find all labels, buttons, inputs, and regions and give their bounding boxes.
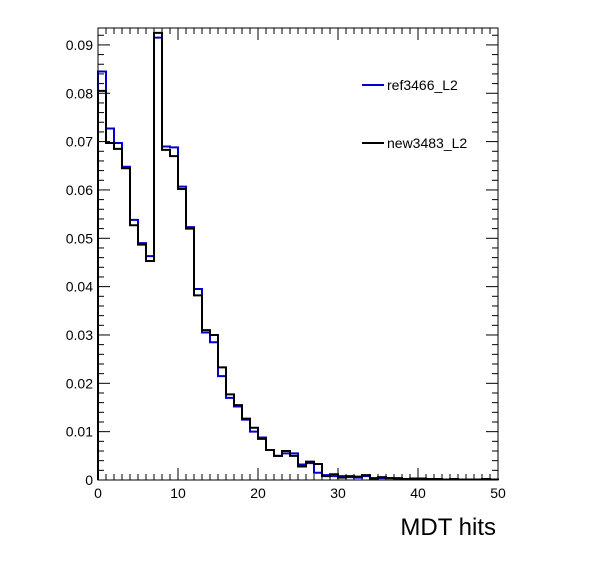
y-tick-label: 0.02 <box>66 375 93 391</box>
x-tick-label: 20 <box>250 485 266 501</box>
y-tick-label: 0.01 <box>66 424 93 440</box>
y-tick-label: 0.04 <box>66 279 93 295</box>
series-new3483-l2 <box>97 31 499 481</box>
x-tick-label: 50 <box>490 485 506 501</box>
y-tick-label: 0.03 <box>66 327 93 343</box>
tick-labels: 0 10 20 30 40 50 0 0.01 0.02 0.03 0.04 0.05 0.06 0.07… <box>66 37 506 501</box>
y-tick-label: 0.05 <box>66 230 93 246</box>
legend-box <box>358 62 484 166</box>
legend: ref3466_L2 new3483_L2 <box>358 62 484 166</box>
y-tick-label: 0.07 <box>66 134 93 150</box>
y-tick-label: 0 <box>85 472 93 488</box>
histogram-series <box>97 31 499 481</box>
x-tick-label: 10 <box>170 485 186 501</box>
y-tick-label: 0.06 <box>66 182 93 198</box>
x-tick-label: 0 <box>94 485 102 501</box>
x-tick-label: 40 <box>410 485 426 501</box>
plot-frame <box>97 27 499 481</box>
y-tick-label: 0.09 <box>66 37 93 53</box>
x-tick-label: 30 <box>330 485 346 501</box>
legend-label-ref3466: ref3466_L2 <box>387 77 458 93</box>
x-axis-title: MDT hits <box>400 514 496 541</box>
legend-label-new3483: new3483_L2 <box>387 135 467 151</box>
y-tick-label: 0.08 <box>66 85 93 101</box>
